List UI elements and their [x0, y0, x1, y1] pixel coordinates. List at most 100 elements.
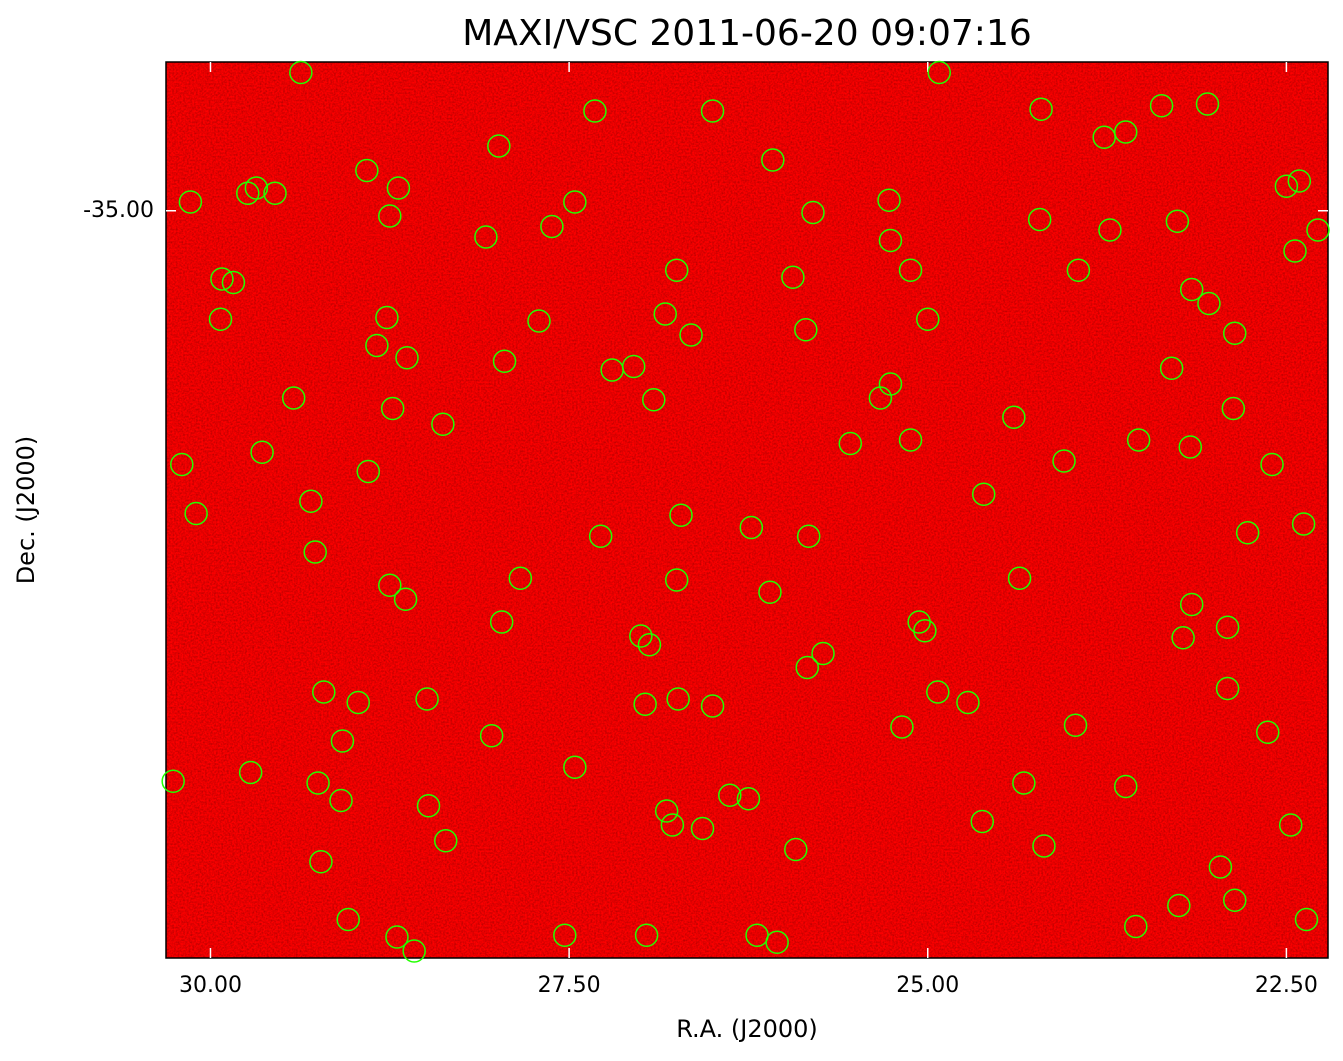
source-circle: [796, 524, 821, 548]
source-circle: [634, 923, 659, 947]
source-circle: [563, 190, 587, 214]
source-circle: [336, 907, 360, 932]
source-circle: [877, 188, 901, 212]
source-circle: [890, 715, 914, 739]
source-circle: [386, 176, 411, 200]
y-tick-label: -35.00: [83, 198, 154, 223]
source-circle: [540, 214, 564, 239]
source-circle: [208, 307, 233, 331]
source-circle: [868, 386, 893, 410]
source-circle: [221, 270, 246, 295]
source-circle: [758, 580, 782, 604]
source-circle: [238, 760, 263, 785]
source-circle: [1159, 356, 1184, 380]
source-circle: [1063, 713, 1088, 737]
source-circle: [1179, 277, 1204, 302]
source-circle: [1029, 97, 1053, 121]
source-circle: [416, 794, 441, 818]
source-circle: [299, 489, 323, 513]
source-circle: [838, 431, 863, 456]
source-circle: [761, 148, 785, 172]
source-circle: [380, 396, 405, 421]
source-circle: [1126, 428, 1151, 452]
source-circle: [378, 204, 402, 228]
source-circle: [1167, 893, 1191, 918]
source-circle: [1197, 291, 1221, 316]
source-circle: [385, 925, 409, 949]
source-circle: [1223, 321, 1247, 345]
source-circle: [1149, 94, 1174, 118]
source-circle: [898, 258, 923, 282]
source-circle: [739, 515, 764, 540]
source-circle: [1283, 239, 1307, 263]
source-circle: [487, 134, 511, 158]
source-circle: [1215, 676, 1240, 701]
source-circle: [1179, 592, 1204, 617]
source-circle: [303, 540, 327, 564]
source-circle: [765, 930, 789, 954]
source-circle: [898, 428, 923, 452]
source-circle: [1255, 720, 1280, 744]
y-axis-label: Dec. (J2000): [12, 436, 40, 585]
source-circle: [346, 690, 370, 715]
source-circle: [784, 837, 808, 862]
source-circle: [356, 459, 381, 484]
source-circle: [161, 769, 185, 793]
source-circle: [492, 349, 517, 373]
source-circle: [178, 190, 203, 214]
source-circle: [312, 680, 336, 704]
source-circle: [956, 690, 980, 715]
source-circle: [1195, 92, 1220, 116]
x-axis-label: R.A. (J2000): [676, 1015, 818, 1043]
source-circle: [642, 388, 666, 412]
source-circle: [633, 692, 657, 716]
source-circle: [375, 305, 399, 330]
x-tick-label: 27.50: [538, 973, 601, 998]
source-circle: [621, 354, 646, 379]
source-circle: [801, 200, 825, 225]
source-circle: [583, 99, 607, 123]
x-tick-label: 30.00: [179, 973, 242, 998]
source-circle: [402, 939, 426, 963]
source-circle: [927, 60, 951, 85]
source-circle: [433, 829, 458, 853]
source-circle: [527, 309, 551, 333]
chart-title: MAXI/VSC 2011-06-20 09:07:16: [462, 13, 1032, 54]
source-circle: [1221, 396, 1246, 421]
source-circle: [250, 440, 274, 464]
source-circle: [1165, 209, 1190, 233]
source-circle: [1032, 834, 1056, 858]
source-circle: [1274, 174, 1299, 198]
source-circle: [1002, 405, 1026, 429]
source-circle: [913, 619, 937, 643]
source-circle: [971, 482, 996, 506]
source-circle: [306, 771, 330, 795]
x-tick-label: 22.50: [1255, 973, 1318, 998]
source-circle: [1235, 521, 1260, 545]
source-circle: [1012, 771, 1036, 795]
source-circle: [1113, 120, 1138, 144]
source-circle: [1124, 914, 1148, 939]
source-circle: [679, 323, 703, 347]
source-circle: [916, 307, 940, 331]
source-circle: [1178, 435, 1203, 459]
source-circle: [184, 501, 208, 526]
source-circle: [393, 587, 418, 611]
source-circle: [365, 333, 389, 358]
source-circle: [907, 610, 931, 634]
source-circle: [1215, 615, 1240, 639]
source-circle: [330, 729, 355, 753]
source-circle: [1223, 888, 1247, 912]
source-circle: [378, 573, 402, 597]
source-circle: [794, 318, 818, 342]
plot-frame: [165, 61, 1329, 959]
source-circle: [1007, 566, 1032, 590]
source-circle: [1208, 855, 1233, 879]
source-circle: [431, 412, 455, 436]
source-circle: [1113, 774, 1138, 799]
source-circle: [664, 568, 689, 592]
source-circle: [508, 566, 533, 590]
source-circle: [1291, 512, 1316, 536]
source-circle: [1260, 452, 1284, 477]
